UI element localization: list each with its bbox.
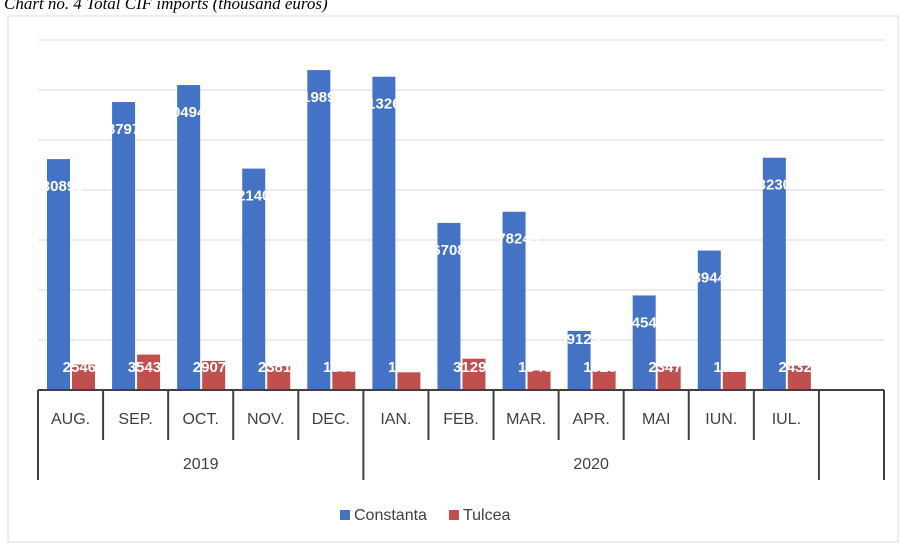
x-tick-label: AUG. <box>51 411 90 428</box>
bar <box>462 358 486 390</box>
bar <box>137 354 161 390</box>
x-tick-label: IUN. <box>705 411 737 428</box>
bar <box>592 370 616 390</box>
x-tick-label: DEC. <box>312 411 350 428</box>
legend-swatch <box>448 510 459 520</box>
x-tick-label: MAR. <box>506 411 546 428</box>
value-label: 319897 <box>294 89 344 106</box>
bar <box>72 364 95 390</box>
bar <box>47 159 70 390</box>
bar <box>372 76 396 390</box>
x-tick-label: IUL. <box>772 411 801 428</box>
bar <box>307 70 331 390</box>
bar <box>762 157 786 390</box>
legend-label: Tulcea <box>463 507 511 524</box>
bar <box>502 211 526 390</box>
value-label: 59125 <box>558 331 600 348</box>
x-tick-label: FEB. <box>443 411 479 428</box>
value-label: 23816 <box>258 359 300 376</box>
legend-label: Constanta <box>354 507 427 524</box>
x-tick-label: OCT. <box>182 411 218 428</box>
x-tick-label: NOV. <box>247 411 285 428</box>
bar <box>787 365 811 390</box>
bar <box>437 222 461 390</box>
value-label: 35433 <box>128 359 170 376</box>
x-tick-label: IAN. <box>380 411 411 428</box>
bar <box>177 85 201 391</box>
bar <box>202 360 226 390</box>
value-label: 31291 <box>453 359 495 376</box>
bar <box>112 102 136 390</box>
bar <box>242 168 266 390</box>
x-tick-label: MAI <box>642 411 670 428</box>
bar <box>697 250 721 390</box>
bar <box>332 371 356 390</box>
x-tick-label: APR. <box>572 411 609 428</box>
value-label: 25468 <box>63 359 105 376</box>
value-label: 178249 <box>489 231 539 248</box>
value-label: 24324 <box>778 359 820 376</box>
bar <box>567 330 591 390</box>
value-label: 139440 <box>684 270 734 287</box>
chart-title: Chart no. 4 Total CIF imports (thousand … <box>4 0 328 13</box>
value-label: 19464 <box>518 359 560 376</box>
value-label: 23475 <box>648 359 690 376</box>
bar <box>722 371 746 390</box>
value-label: 18608 <box>323 359 365 376</box>
value-label: 94548 <box>623 314 665 331</box>
bar <box>657 366 681 390</box>
x-tick-label: SEP. <box>118 411 152 428</box>
group-label: 2020 <box>573 456 609 473</box>
bar <box>632 295 656 390</box>
value-label: 18230 <box>713 359 755 376</box>
value-label: 221408 <box>229 188 279 205</box>
legend-swatch <box>340 510 350 520</box>
bar <box>397 372 421 390</box>
value-label: 313262 <box>359 96 409 113</box>
value-label: 232305 <box>749 177 799 194</box>
value-label: 17700 <box>388 359 430 376</box>
value-label: 230890 <box>33 178 83 195</box>
value-label: 287977 <box>99 121 149 138</box>
value-label: 19204 <box>583 359 625 376</box>
group-label: 2019 <box>183 456 219 473</box>
value-label: 29072 <box>193 359 235 376</box>
bar <box>527 370 551 390</box>
value-label: 167089 <box>424 242 474 259</box>
bar <box>267 366 291 390</box>
value-label: 304941 <box>164 104 214 121</box>
